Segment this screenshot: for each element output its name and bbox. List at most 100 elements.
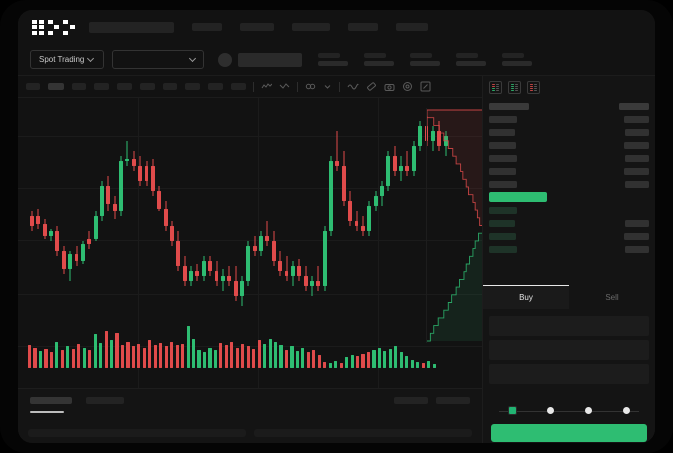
volume-bar [235, 347, 239, 368]
camera-icon[interactable] [384, 82, 395, 92]
orderbook-price-cell [489, 103, 529, 110]
timeframe-button-9[interactable] [231, 83, 246, 90]
line-chart-icon[interactable] [279, 82, 290, 91]
bottom-action-1[interactable] [394, 397, 428, 404]
timeframe-button-1[interactable] [48, 83, 64, 90]
fullscreen-icon[interactable] [420, 81, 431, 92]
candle [227, 98, 232, 298]
price-chart[interactable] [18, 98, 482, 388]
wave-icon[interactable] [347, 82, 359, 91]
submit-order-button[interactable] [491, 424, 647, 442]
nav-item-2[interactable] [239, 23, 274, 31]
candle-body [246, 246, 251, 281]
timeframe-button-4[interactable] [117, 83, 132, 90]
timeframe-button-5[interactable] [140, 83, 155, 90]
step-3[interactable] [569, 407, 607, 414]
order-field-3[interactable] [489, 364, 649, 384]
last-price-highlight [489, 192, 547, 202]
volume-bar [153, 345, 157, 368]
candle-body [392, 156, 397, 171]
tab-sell[interactable]: Sell [605, 293, 619, 302]
orderbook-ask-row[interactable] [489, 139, 649, 152]
trading-pair-select[interactable] [112, 50, 205, 69]
step-2[interactable] [531, 407, 569, 414]
orderbook-asks-icon[interactable] [527, 81, 540, 94]
nav-item-4[interactable] [347, 23, 378, 31]
candle [131, 98, 136, 298]
orderbook-ask-row[interactable] [489, 126, 649, 139]
volume-bar [377, 347, 382, 368]
timeframe-button-6[interactable] [163, 83, 177, 90]
candle-body [144, 166, 149, 181]
candlestick-icon[interactable] [261, 82, 272, 91]
orderbook-header-row[interactable] [489, 100, 649, 113]
orderbook-ask-row[interactable] [489, 152, 649, 165]
candle [278, 98, 283, 298]
settings-icon[interactable] [402, 81, 413, 92]
chart-grid [18, 98, 482, 388]
orderbook-both-icon[interactable] [489, 81, 502, 94]
orders-tabs [30, 397, 124, 404]
candle-body [138, 166, 143, 181]
candle [430, 98, 435, 298]
stepper-active-marker[interactable] [507, 406, 517, 415]
timeframe-button-3[interactable] [94, 83, 109, 90]
volume-bar [432, 364, 436, 368]
orderbook-amount-cell [624, 233, 649, 240]
orderbook-bid-row[interactable] [489, 204, 649, 217]
orderbook-bids-icon[interactable] [508, 81, 521, 94]
order-field-1[interactable] [489, 316, 649, 336]
volume-bar [317, 354, 321, 368]
candle [49, 98, 54, 298]
nav-item-5[interactable] [395, 23, 428, 31]
orderbook-bid-row[interactable] [489, 217, 649, 230]
okx-logo[interactable] [32, 19, 77, 35]
leverage-stepper[interactable] [493, 406, 645, 415]
market-type-dropdown[interactable]: Spot Trading [30, 50, 105, 69]
timeframe-button-8[interactable] [208, 83, 223, 90]
orderbook-ask-row[interactable] [489, 165, 649, 178]
grid-line-h-3 [18, 294, 482, 295]
stepper-dot[interactable] [546, 407, 554, 414]
candle [329, 98, 334, 298]
volume-bar [66, 346, 70, 368]
orderbook-price-cell [489, 181, 517, 188]
candle [201, 98, 206, 298]
volume-bar [306, 352, 310, 368]
volume-bar [388, 348, 392, 368]
timeframe-button-0[interactable] [26, 83, 40, 90]
volume-bar [197, 350, 201, 368]
volume-bar [186, 326, 190, 368]
nav-item-3[interactable] [291, 23, 330, 31]
tab-buy[interactable]: Buy [483, 285, 569, 309]
volume-bar [33, 347, 37, 368]
search-input[interactable] [88, 21, 174, 33]
step-active[interactable] [493, 406, 531, 415]
bottom-action-2[interactable] [436, 397, 470, 404]
orderbook-last-price-row[interactable] [489, 191, 649, 204]
timeframe-button-2[interactable] [72, 83, 86, 90]
stepper-dot[interactable] [584, 407, 592, 414]
stat-change [318, 53, 349, 66]
ruler-icon[interactable] [366, 81, 377, 92]
order-field-2[interactable] [489, 340, 649, 360]
orderbook-ask-row[interactable] [489, 113, 649, 126]
nav-item-1[interactable] [191, 23, 222, 31]
orderbook-bid-row[interactable] [489, 243, 649, 256]
volume-bar [334, 360, 338, 368]
stepper-dot[interactable] [622, 407, 630, 414]
orders-tab-2[interactable] [86, 397, 124, 404]
chevron-down-icon[interactable] [323, 82, 332, 91]
step-4[interactable] [607, 407, 645, 414]
orders-tab-1[interactable] [30, 397, 72, 404]
candle [259, 98, 264, 298]
orders-panel [18, 388, 482, 443]
orderbook-bid-row[interactable] [489, 230, 649, 243]
candle [100, 98, 104, 298]
volume-bar [159, 342, 163, 368]
timeframe-button-7[interactable] [185, 83, 200, 90]
stat-high [410, 53, 441, 66]
order-book[interactable] [483, 98, 655, 290]
orderbook-ask-row[interactable] [489, 178, 649, 191]
indicator-icon[interactable] [305, 82, 316, 91]
